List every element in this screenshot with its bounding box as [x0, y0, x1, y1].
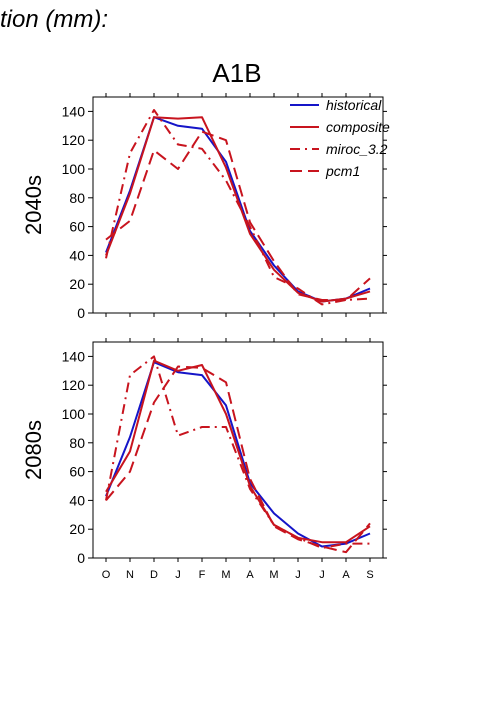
x-tick-label: O	[102, 569, 111, 581]
series-line-composite	[105, 359, 371, 544]
figure-heading: tion (mm):	[0, 6, 108, 33]
x-tick-label: J	[319, 569, 325, 581]
panel-2080s: 2080s 0 20 40 60 80 100 120 140 O N D J F M A M J J A S	[21, 338, 387, 581]
panel-2040s: 2040s 0 20 40 60 80 100 120 140 historical composi…	[21, 93, 390, 321]
y-tick-label: 140	[62, 348, 86, 364]
y-tick-label: 0	[77, 550, 85, 566]
y-tick-label: 120	[62, 132, 86, 148]
x-tick-label: A	[342, 569, 350, 581]
y-tick-label: 40	[69, 492, 85, 508]
legend-label: pcm1	[325, 163, 360, 179]
x-tick-label: N	[126, 569, 134, 581]
legend: historical composite miroc_3.2 pcm1	[290, 97, 390, 179]
x-tick-label: M	[269, 569, 278, 581]
x-tick-label: J	[175, 569, 181, 581]
y-tick-label: 100	[62, 161, 86, 177]
y-tick-label: 60	[69, 464, 85, 480]
y-tick-label: 20	[69, 276, 85, 292]
series-line-miroc-3-2	[105, 109, 371, 306]
series-line-pcm1	[105, 130, 371, 301]
y-tick-label: 120	[62, 377, 86, 393]
x-tick-label: S	[366, 569, 373, 581]
x-tick-label: M	[221, 569, 230, 581]
legend-label: miroc_3.2	[326, 141, 388, 157]
y-tick-label: 60	[69, 219, 85, 235]
chart-title: A1B	[212, 58, 261, 88]
y-tick-label: 80	[69, 435, 85, 451]
x-tick-label: D	[150, 569, 158, 581]
y-tick-label: 100	[62, 406, 86, 422]
legend-label: historical	[326, 97, 382, 113]
y-tick-label: 20	[69, 521, 85, 537]
x-tick-label: A	[246, 569, 254, 581]
y-tick-label: 80	[69, 190, 85, 206]
series-line-composite	[105, 116, 371, 303]
y-tick-label: 140	[62, 103, 86, 119]
row-label: 2080s	[21, 420, 46, 480]
legend-label: composite	[326, 119, 390, 135]
plot-frame	[92, 96, 384, 314]
x-tick-label: F	[199, 569, 206, 581]
series-line-miroc-3-2	[105, 355, 370, 549]
y-tick-label: 40	[69, 247, 85, 263]
x-tick-label: J	[295, 569, 301, 581]
y-tick-label: 0	[77, 305, 85, 321]
series-line-pcm1	[105, 365, 371, 554]
row-label: 2040s	[21, 175, 46, 235]
plot-frame	[92, 341, 384, 559]
